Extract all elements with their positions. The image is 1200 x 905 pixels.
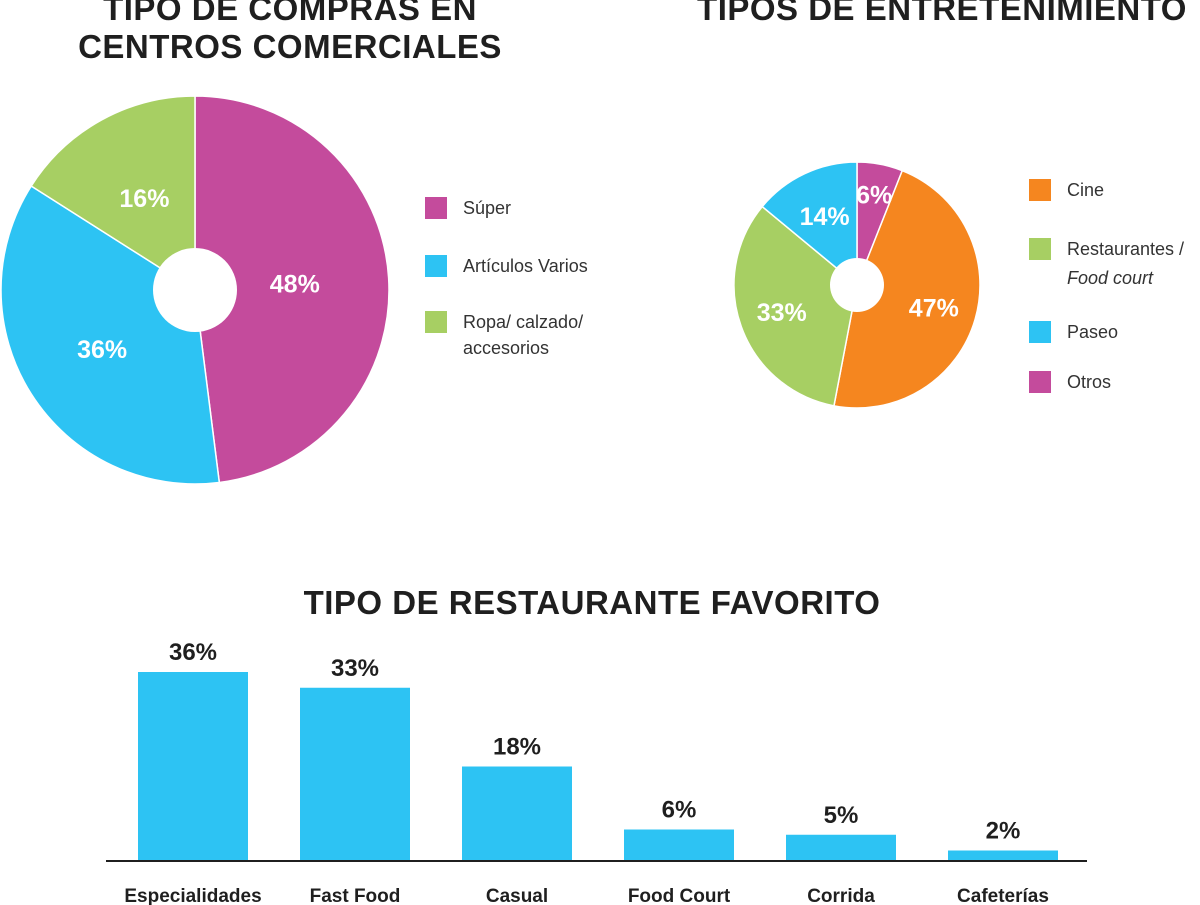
pie2-legend-label-cine: Cine [1067,180,1104,200]
pie1-legend-swatch-articulos-varios [425,255,447,277]
bar-chart-restaurante: TIPO DE RESTAURANTE FAVORITO 36% Especial… [106,584,1087,905]
bar-value-food-court: 6% [662,797,697,824]
bar-category-fast-food: Fast Food [310,886,401,905]
pie2-legend-swatch-restaurantes-food-court [1029,238,1051,260]
pie2-label-paseo: 14% [800,203,850,231]
bar-value-corrida: 5% [824,802,859,829]
pie1-title-line2: CENTROS COMERCIALES [78,28,502,65]
pie2-legend-label-restaurantes-food-court: Food court [1067,268,1154,288]
pie2-legend-label-paseo: Paseo [1067,322,1118,342]
bar-corrida [786,834,896,861]
pie1-label-ropa-calzado-accesorios: 16% [119,185,169,213]
pie1-legend-label-articulos-varios: Artículos Varios [463,256,588,276]
pie2-legend-label-restaurantes-food-court: Restaurantes / [1067,239,1184,259]
bar-food-court [624,829,734,861]
bar-chart-title: TIPO DE RESTAURANTE FAVORITO [304,584,881,621]
pie2-title: TIPOS DE ENTRETENIMIENTO [697,0,1187,27]
pie1-label-super: 48% [270,271,320,299]
bar-fast-food [300,687,410,861]
bar-category-corrida: Corrida [807,886,875,905]
bar-value-casual: 18% [493,734,541,761]
pie1-slice-super [194,95,390,484]
pie2-center-hole [830,258,884,312]
pie1-slice-ropa-calzado-accesorios [30,95,196,292]
pie2-label-restaurantes-food-court: 33% [757,299,807,327]
pie1-legend-label-super: Súper [463,198,511,218]
pie1-center-hole [153,248,237,332]
bar-category-cafeterias: Cafeterías [957,886,1049,905]
bar-category-casual: Casual [486,886,548,905]
bar-value-fast-food: 33% [331,655,379,682]
pie1-title-line1: TIPO DE COMPRAS EN [103,0,477,27]
pie2-legend-swatch-cine [1029,179,1051,201]
bar-value-cafeterias: 2% [986,818,1021,845]
pie1-legend-label-ropa-calzado-accesorios: Ropa/ calzado/ [463,312,583,332]
pie1-legend-swatch-super [425,197,447,219]
bar-cafeterias [948,850,1058,861]
bar-value-especialidades: 36% [169,639,217,666]
pie1-label-articulos-varios: 36% [77,336,127,364]
bar-casual [462,766,572,861]
bar-category-especialidades: Especialidades [124,886,261,905]
pie2-slice-cine [833,169,981,409]
pie2-label-cine: 47% [909,294,959,322]
bar-especialidades [138,672,248,861]
pie1-legend: Súper Artículos Varios Ropa/ calzado/acces… [425,197,588,358]
pie2-legend-swatch-otros [1029,371,1051,393]
pie2-legend-label-otros: Otros [1067,372,1111,392]
pie1-legend-swatch-ropa-calzado-accesorios [425,311,447,333]
pie2-slice-paseo [761,161,858,287]
pie2-legend: Cine Restaurantes / Food court Paseo Otros [1029,179,1184,393]
pie2-slice-restaurantes-food-court [733,205,858,407]
pie-chart-entretenimiento: TIPOS DE ENTRETENIMIENTO 6% 47% 33% 14% Cin… [697,0,1187,409]
pie-chart-compras: TIPO DE COMPRAS EN CENTROS COMERCIALES 4… [0,0,588,485]
pie1-legend-label-ropa-calzado-accesorios: accesorios [463,338,549,358]
pie2-label-otros: 6% [856,182,892,210]
bar-category-food-court: Food Court [628,886,731,905]
pie1-slice-articulos-varios [0,185,221,485]
pie2-legend-swatch-paseo [1029,321,1051,343]
